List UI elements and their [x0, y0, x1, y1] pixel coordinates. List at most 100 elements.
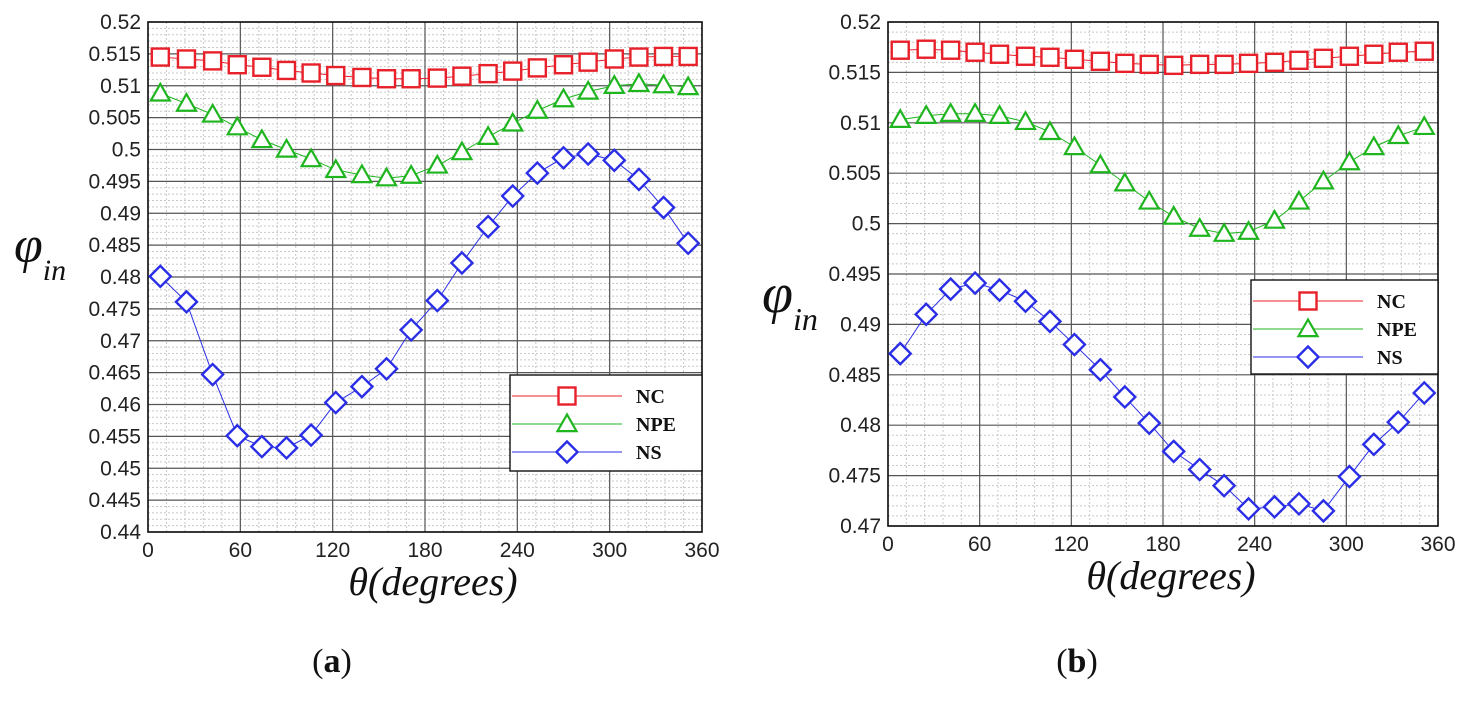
legend-box: [1250, 279, 1439, 375]
legend-box: [509, 374, 703, 472]
data-point-nc: [1139, 54, 1159, 75]
data-point-npe: [1162, 204, 1186, 225]
data-point-nc: [604, 49, 624, 69]
data-point-ns: [1112, 384, 1138, 410]
data-point-npe: [1237, 219, 1260, 240]
data-point-ns: [148, 264, 173, 289]
y-tick-label: 0.52: [100, 11, 141, 34]
data-point-npe: [1137, 189, 1161, 210]
data-point-npe: [602, 74, 626, 94]
x-tick-label: 180: [1145, 533, 1180, 556]
data-point-ns: [1337, 464, 1362, 489]
data-point-ns: [1236, 496, 1261, 522]
series-nc: [890, 39, 1434, 76]
legend-label-nc: NC: [636, 386, 665, 408]
data-point-npe: [1088, 153, 1112, 174]
series-npe: [148, 72, 700, 187]
data-point-npe: [1113, 171, 1137, 192]
data-point-npe: [1188, 216, 1212, 237]
y-tick-label: 0.45: [100, 457, 141, 480]
data-point-ns: [1361, 432, 1387, 457]
legend-label-npe: NPE: [1377, 319, 1417, 341]
data-point-npe: [501, 111, 525, 132]
data-point-ns: [1386, 409, 1411, 435]
series-line-nc: [160, 55, 689, 80]
series-line-npe: [900, 113, 1425, 235]
series-line-nc: [900, 48, 1425, 66]
series-line-ns: [899, 282, 1425, 512]
plot-frame: [147, 21, 703, 533]
y-tick-label: 0.51: [100, 75, 141, 98]
data-point-nc: [916, 39, 936, 59]
legend-marker-ns: [554, 439, 580, 465]
y-tick-label: 0.445: [88, 489, 141, 512]
y-tick-label: 0.51: [840, 112, 881, 135]
data-point-ns: [962, 270, 988, 296]
data-point-ns: [1062, 332, 1087, 357]
data-point-nc: [527, 58, 548, 78]
data-point-nc: [940, 40, 961, 60]
x-tick-label: 120: [315, 539, 350, 562]
data-point-npe: [250, 128, 274, 149]
y-axis-label: φin: [762, 263, 818, 337]
data-point-ns: [913, 302, 939, 327]
legend-label-ns: NS: [636, 442, 662, 464]
y-tick-label: 0.495: [828, 263, 881, 286]
data-point-npe: [627, 72, 651, 93]
data-point-nc: [503, 61, 523, 81]
data-point-npe: [552, 87, 575, 108]
data-point-npe: [1412, 115, 1436, 136]
data-point-npe: [888, 108, 912, 129]
data-point-ns: [1161, 439, 1186, 464]
data-point-ns: [475, 214, 501, 239]
x-tick-label: 240: [500, 539, 535, 562]
data-point-npe: [1062, 135, 1086, 156]
data-point-nc: [326, 65, 346, 86]
data-point-npe: [476, 125, 500, 145]
x-tick-label: 240: [1237, 533, 1272, 556]
data-point-nc: [1238, 53, 1259, 74]
y-axis-label: φin: [14, 217, 66, 287]
data-point-npe: [1038, 120, 1062, 141]
x-tick-label: 360: [684, 539, 719, 562]
data-point-nc: [890, 40, 910, 60]
panel-label-b: (b): [1056, 643, 1098, 680]
data-point-nc: [301, 63, 321, 83]
data-point-nc: [478, 63, 498, 84]
data-point-npe: [988, 104, 1011, 124]
legend-marker-nc: [557, 386, 577, 406]
data-point-npe: [201, 102, 225, 123]
x-axis-label: θ(degrees): [348, 559, 517, 604]
data-point-nc: [653, 46, 674, 67]
data-point-npe: [652, 73, 675, 94]
data-point-ns: [425, 288, 450, 313]
data-point-ns: [449, 250, 475, 276]
data-point-ns: [551, 145, 576, 170]
data-point-npe: [525, 98, 549, 119]
y-tick-label: 0.475: [828, 465, 881, 488]
data-point-npe: [963, 102, 987, 122]
data-point-nc: [376, 69, 397, 89]
data-point-npe: [1014, 110, 1037, 131]
data-point-ns: [1037, 309, 1063, 334]
x-tick-label: 360: [1420, 533, 1455, 556]
data-point-npe: [1287, 189, 1311, 210]
legend: NC NPE NS: [1250, 279, 1439, 375]
y-tick-label: 0.455: [88, 425, 141, 448]
data-point-ns: [1211, 473, 1237, 498]
data-point-npe: [576, 79, 600, 100]
data-point-npe: [939, 102, 963, 122]
y-tick-label: 0.515: [828, 61, 881, 84]
data-point-npe: [275, 137, 298, 158]
legend-marker-ns: [1295, 344, 1321, 370]
data-point-nc: [276, 60, 297, 81]
data-point-nc: [227, 55, 247, 75]
data-point-npe: [299, 147, 323, 168]
y-tick-label: 0.49: [100, 202, 141, 225]
data-point-npe: [1312, 169, 1335, 190]
y-tick-label: 0.515: [88, 43, 141, 66]
data-point-nc: [452, 66, 472, 86]
data-point-ns: [200, 362, 225, 387]
y-tick-label: 0.475: [88, 298, 141, 321]
